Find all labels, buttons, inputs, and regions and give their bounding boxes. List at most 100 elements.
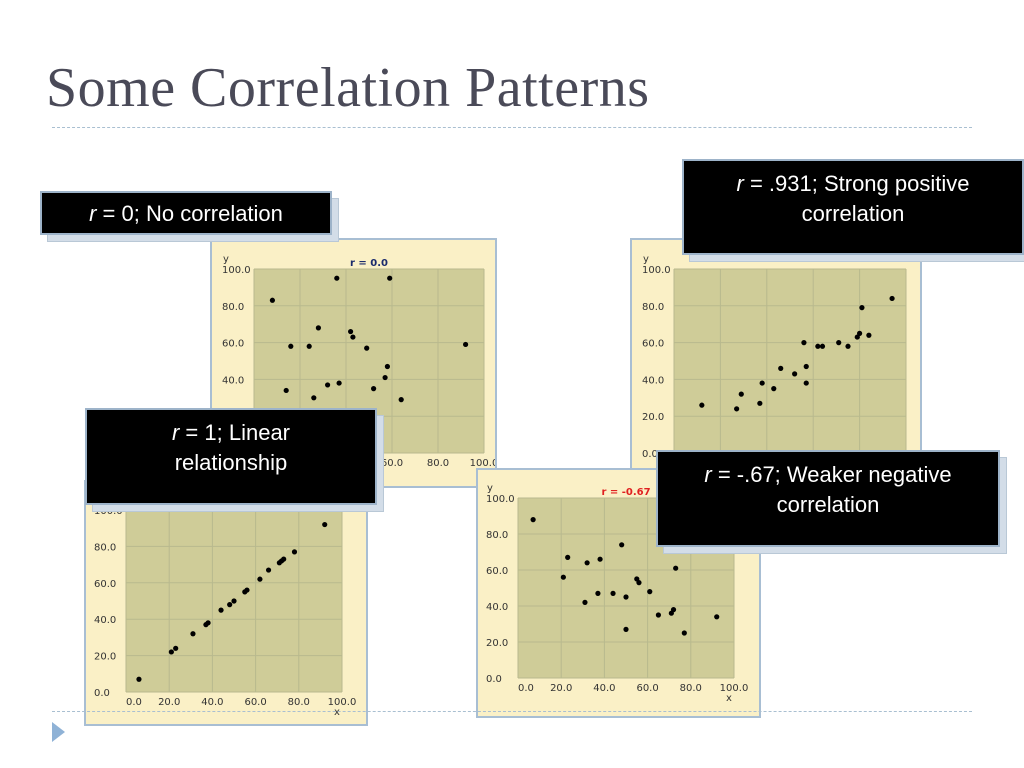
y-axis-label: y xyxy=(223,254,229,265)
data-point xyxy=(565,554,571,560)
data-point xyxy=(384,363,390,370)
callout-text-line2: relationship xyxy=(174,450,288,475)
y-tick-label: 20.0 xyxy=(486,638,508,649)
data-point xyxy=(382,374,388,381)
y-axis-label: y xyxy=(643,254,649,265)
data-point xyxy=(673,565,679,571)
data-point xyxy=(699,402,705,408)
callout-linear: r = 1; Linear relationship xyxy=(85,408,384,512)
data-point xyxy=(560,574,566,580)
y-tick-label: 60.0 xyxy=(94,579,116,590)
r-value-label: r = -0.67 xyxy=(601,487,650,498)
scatter-chart-linear: 0.0 20.0 40.0 60.0 80.0 100.0 0.0 20.0 40.0 60.0 8… xyxy=(94,495,356,718)
x-tick-label: 20.0 xyxy=(550,683,572,694)
data-point xyxy=(322,521,328,528)
data-point xyxy=(636,580,642,586)
data-point xyxy=(681,630,687,636)
data-point xyxy=(190,631,196,637)
data-point xyxy=(244,587,250,593)
chart-panel-linear: 0.0 20.0 40.0 60.0 80.0 100.0 0.0 20.0 40.0 60.0 8… xyxy=(84,480,368,726)
y-tick-label: 20.0 xyxy=(642,412,664,423)
data-point xyxy=(610,590,616,596)
data-point xyxy=(655,612,661,618)
data-point xyxy=(803,380,809,386)
x-tick-label: 40.0 xyxy=(593,683,615,694)
y-tick-label: 20.0 xyxy=(94,652,116,663)
callout-strong-positive: r = .931; Strong positive correlation xyxy=(682,159,1024,262)
data-point xyxy=(670,607,677,613)
y-tick-label: 0.0 xyxy=(486,674,502,685)
data-point xyxy=(205,620,211,626)
data-point xyxy=(350,334,356,340)
data-point xyxy=(836,340,842,346)
data-point xyxy=(269,297,275,303)
x-axis-label: x xyxy=(334,707,340,718)
data-point xyxy=(889,295,895,302)
callout-text: = 1; Linear xyxy=(179,420,290,445)
x-tick-label: 0.0 xyxy=(518,683,534,694)
r-value-label: r = 0.0 xyxy=(350,258,388,269)
slide-title: Some Correlation Patterns xyxy=(46,57,650,119)
data-point xyxy=(336,380,342,386)
x-tick-label: 60.0 xyxy=(381,458,403,469)
data-point xyxy=(815,343,821,349)
x-tick-label: 100.0 xyxy=(720,683,749,694)
data-point xyxy=(857,330,863,336)
data-point xyxy=(398,397,404,403)
callout-text-line2: correlation xyxy=(776,492,880,517)
data-point xyxy=(311,395,317,401)
y-tick-label: 40.0 xyxy=(94,615,116,626)
data-point xyxy=(623,626,629,632)
data-point xyxy=(759,380,765,386)
callout-r-symbol: r xyxy=(736,171,744,196)
data-point xyxy=(597,556,603,562)
data-point xyxy=(231,598,237,604)
callout-r-symbol: r xyxy=(704,462,712,487)
y-tick-label: 80.0 xyxy=(642,302,664,313)
callout-text: = 0; No correlation xyxy=(96,201,283,226)
data-point xyxy=(281,556,287,562)
data-point xyxy=(845,343,851,349)
data-point xyxy=(866,332,872,338)
data-point xyxy=(315,325,321,331)
scatter-chart-strong-positive: 0.020.040.060.080.0100.00.020.040.060.08… xyxy=(642,254,920,479)
callout-no-correlation: r = 0; No correlation xyxy=(40,191,339,242)
callout-text: = .931; Strong positive xyxy=(743,171,970,196)
data-point xyxy=(714,614,720,620)
x-tick-label: 60.0 xyxy=(636,683,658,694)
data-point xyxy=(283,387,289,394)
x-tick-label: 0.0 xyxy=(126,697,142,708)
data-point xyxy=(619,542,625,548)
y-tick-label: 60.0 xyxy=(222,339,244,350)
data-point xyxy=(647,589,653,595)
data-point xyxy=(265,567,272,573)
data-point xyxy=(734,406,740,412)
y-tick-label: 100.0 xyxy=(642,265,671,276)
y-tick-label: 80.0 xyxy=(486,530,508,541)
data-point xyxy=(738,391,744,397)
x-tick-label: 40.0 xyxy=(201,697,223,708)
y-tick-label: 40.0 xyxy=(222,375,244,386)
callout-r-symbol: r xyxy=(171,420,180,445)
data-point xyxy=(136,676,142,682)
data-point xyxy=(257,576,263,582)
data-point xyxy=(168,649,174,655)
data-point xyxy=(792,371,798,377)
data-point xyxy=(623,594,629,600)
footer-divider xyxy=(52,711,972,712)
y-tick-label: 60.0 xyxy=(486,566,508,577)
y-tick-label: 100.0 xyxy=(222,265,251,276)
y-tick-label: 0.0 xyxy=(642,449,658,460)
data-point xyxy=(582,599,588,605)
data-point xyxy=(371,386,377,392)
data-point xyxy=(757,400,763,406)
data-point xyxy=(387,275,393,281)
x-tick-label: 60.0 xyxy=(244,697,266,708)
data-point xyxy=(334,275,340,281)
data-point xyxy=(859,305,865,311)
data-point xyxy=(819,343,826,349)
data-point xyxy=(288,343,294,349)
data-point xyxy=(771,386,777,392)
data-point xyxy=(463,341,469,348)
title-divider xyxy=(52,127,972,128)
